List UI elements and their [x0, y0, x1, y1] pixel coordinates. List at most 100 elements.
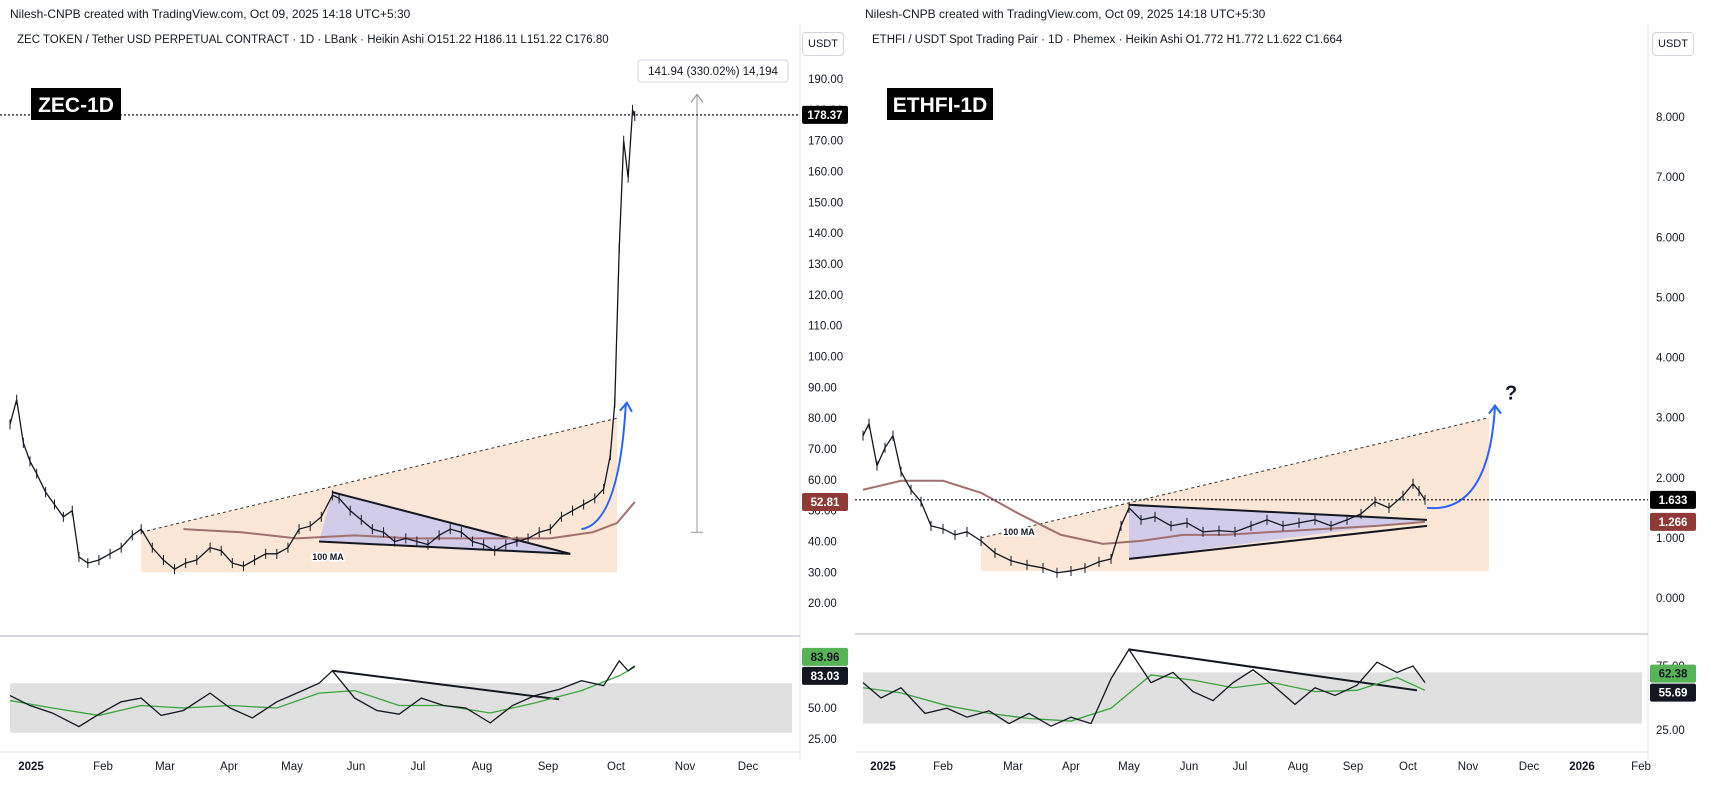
y-tick-label: 100.00 — [808, 352, 843, 364]
y-tick-label: 130.00 — [808, 259, 843, 271]
ma-price-tag: 1.266 — [1659, 517, 1688, 529]
projection-arrow — [581, 402, 627, 531]
currency-unit-button[interactable]: USDT — [1652, 32, 1694, 56]
x-tick-label: Apr — [1062, 761, 1080, 773]
symbol-label-box — [31, 88, 121, 120]
chart-credit: Nilesh-CNPB created with TradingView.com… — [10, 7, 411, 21]
rsi-line — [862, 648, 1426, 727]
zec-chart-canvas: 141.94 (330.02%) 14,194 100 MA ZEC-1D 190.0… — [0, 25, 848, 773]
y-tick-label: 8.000 — [1656, 112, 1685, 124]
ethfi-chart-panel: Nilesh-CNPB created with TradingView.com… — [855, 0, 1710, 800]
ma-price-tag: 52.81 — [811, 497, 840, 509]
x-tick-label: Dec — [1519, 761, 1540, 773]
symbol-label: ZEC-1D — [38, 94, 114, 117]
x-tick-label: Feb — [93, 761, 113, 773]
x-tick-label: Aug — [472, 761, 492, 773]
triangle-upper-line — [1128, 503, 1428, 521]
y-tick-label: 90.00 — [808, 382, 837, 394]
x-tick-label: Jul — [1233, 761, 1248, 773]
x-tick-label: Aug — [1288, 761, 1308, 773]
y-tick-label: 20.00 — [808, 598, 837, 610]
y-tick-label: 150.00 — [808, 197, 843, 209]
ma-price-tag-box — [1650, 512, 1696, 531]
rsi-tag-box — [1650, 683, 1696, 702]
last-price-tag: 178.37 — [807, 110, 842, 122]
ethfi-chart-canvas: ? 100 MA ETHFI-1D 8.000 7.000 6.000 5.000 4.000… — [855, 25, 1696, 773]
x-tick-label: Nov — [1458, 761, 1479, 773]
y-tick-label: 110.00 — [808, 321, 842, 333]
y-tick-label: 170.00 — [808, 136, 843, 148]
y-tick-label: 30.00 — [808, 567, 837, 579]
y-tick-label: 5.000 — [1656, 292, 1685, 304]
rsi-signal-tag: 62.38 — [1659, 669, 1688, 681]
y-tick-label: 2.000 — [1656, 473, 1685, 485]
x-tick-label: 2025 — [18, 761, 44, 773]
x-tick-label: Jun — [347, 761, 366, 773]
y-tick-label: 60.00 — [808, 475, 837, 487]
y-tick-label: 70.00 — [808, 444, 837, 456]
y-tick-label: 40.00 — [808, 537, 837, 549]
x-tick-label: Apr — [220, 761, 238, 773]
zec-chart-panel: Nilesh-CNPB created with TradingView.com… — [0, 7, 848, 773]
last-price-tag: 1.633 — [1659, 495, 1688, 507]
ma-tag: 100 MA — [1003, 527, 1035, 537]
y-tick-label: 7.000 — [1656, 172, 1685, 184]
x-tick-label: Jul — [411, 761, 426, 773]
wedge-upper-line — [332, 491, 571, 555]
rsi-tick-label: 25.00 — [808, 734, 837, 746]
y-tick-label: 1.000 — [1656, 533, 1685, 545]
question-mark: ? — [1505, 383, 1517, 405]
rsi-signal-tag: 83.96 — [811, 652, 840, 664]
x-tick-label: Sep — [1343, 761, 1363, 773]
currency-unit-button[interactable]: USDT — [802, 32, 844, 56]
x-tick-label: Feb — [933, 761, 953, 773]
measure-label: 141.94 (330.02%) 14,194 — [648, 66, 778, 78]
x-tick-label: 2025 — [870, 761, 896, 773]
ma-line — [183, 501, 636, 540]
measure-label-box — [637, 59, 789, 83]
last-price-tag-box — [802, 105, 848, 124]
x-tick-label: 2026 — [1569, 761, 1595, 773]
rsi-trendline — [1128, 648, 1418, 692]
ma-line — [862, 479, 1426, 545]
x-tick-label: Oct — [1399, 761, 1418, 773]
last-price-tag-box — [1650, 490, 1696, 509]
chart-credit: Nilesh-CNPB created with TradingView.com… — [865, 7, 1266, 21]
y-tick-label: 190.00 — [808, 74, 843, 86]
y-tick-label: 80.00 — [808, 413, 837, 425]
rsi-tick-label: 50.00 — [808, 703, 837, 715]
x-tick-label: Nov — [675, 761, 696, 773]
x-tick-label: Mar — [155, 761, 175, 773]
rsi-signal-line — [862, 674, 1426, 722]
ma-price-tag-box — [802, 493, 848, 512]
symbol-label-box — [887, 88, 993, 120]
rsi-tag: 55.69 — [1659, 688, 1688, 700]
x-tick-label: Oct — [607, 761, 626, 773]
y-tick-label: 160.00 — [808, 167, 843, 179]
rsi-signal-tag-box — [1650, 664, 1696, 683]
rsi-band — [10, 683, 792, 733]
rsi-tag-box — [802, 666, 848, 685]
y-tick-label: 140.00 — [808, 228, 843, 240]
triangle-lower-line — [1128, 524, 1428, 560]
rsi-trendline — [332, 669, 560, 701]
x-tick-label: May — [1118, 761, 1140, 773]
symbol-legend: ZEC TOKEN / Tether USD PERPETUAL CONTRAC… — [17, 34, 609, 46]
y-tick-label: 3.000 — [1656, 413, 1685, 425]
rsi-tag: 83.03 — [811, 671, 840, 683]
y-tick-label: 6.000 — [1656, 232, 1685, 244]
rsi-band — [863, 672, 1642, 724]
x-tick-label: Dec — [738, 761, 759, 773]
x-tick-label: Feb — [1631, 761, 1651, 773]
y-tick-label: 0.000 — [1656, 593, 1685, 605]
rsi-signal-line — [9, 666, 636, 717]
wedge-lower-line — [319, 540, 571, 555]
y-tick-label: 4.000 — [1656, 353, 1685, 365]
x-tick-label: May — [281, 761, 303, 773]
ma-tag: 100 MA — [312, 552, 344, 562]
rsi-line — [9, 659, 636, 728]
x-tick-label: Jun — [1180, 761, 1199, 773]
x-tick-label: Mar — [1003, 761, 1023, 773]
projection-arrow — [1426, 405, 1496, 510]
rsi-signal-tag-box — [802, 647, 848, 666]
